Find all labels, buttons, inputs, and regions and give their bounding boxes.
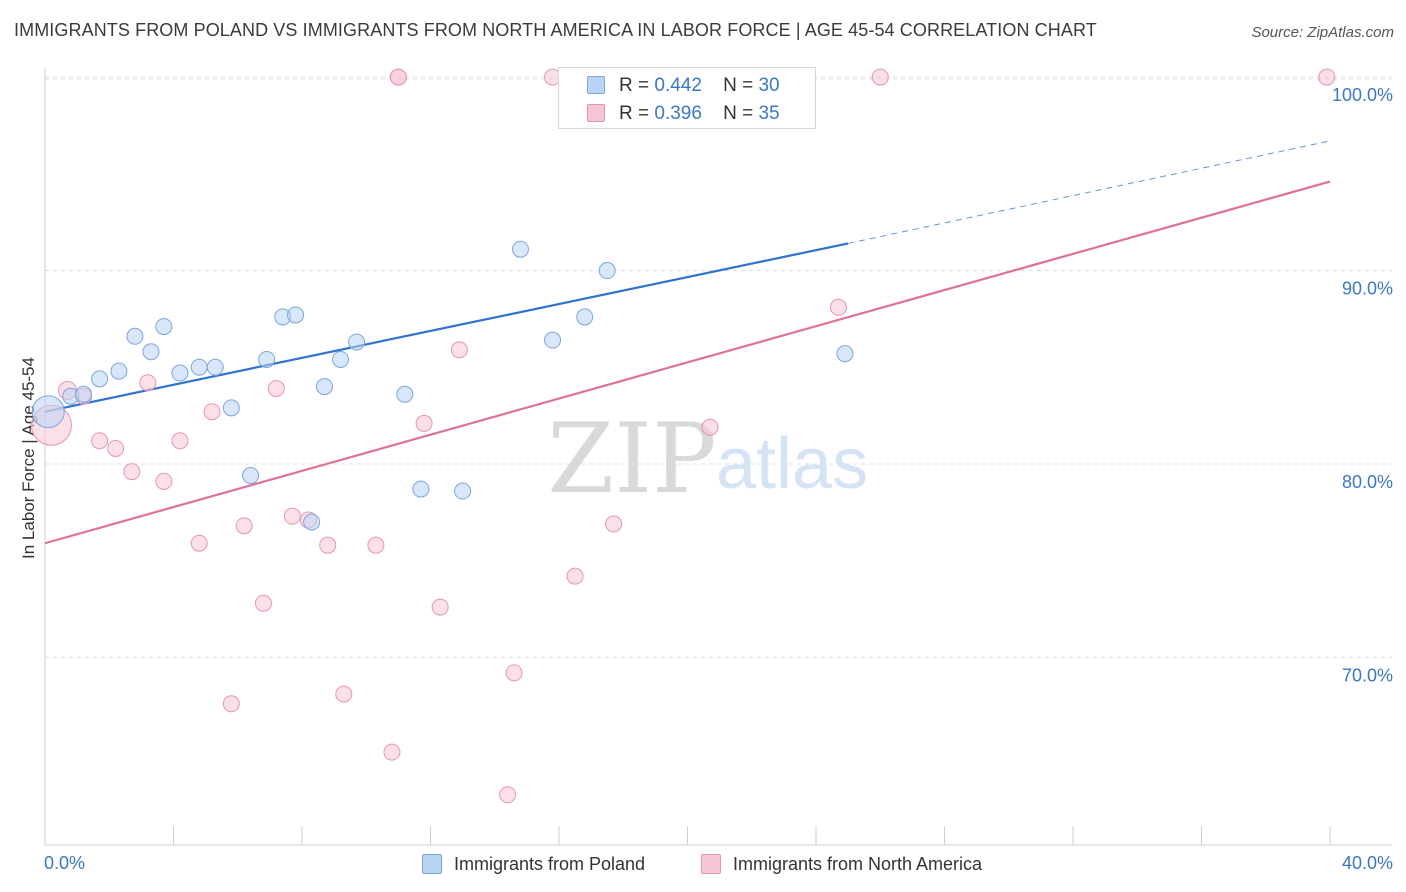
point-poland (126, 327, 144, 345)
source-credit: Source: ZipAtlas.com (1251, 24, 1394, 41)
point-north-america (155, 472, 173, 490)
point-poland (287, 306, 305, 324)
point-north-america (367, 536, 385, 554)
poland-stats: R = 0.442 N = 30 (619, 73, 780, 99)
data-points (30, 68, 1336, 804)
legend-swatch-north-america (701, 854, 721, 874)
axes (44, 68, 1392, 846)
point-poland (511, 240, 529, 258)
point-poland (576, 308, 594, 326)
point-north-america (190, 534, 208, 552)
correlation-legend: R = 0.442 N = 30 R = 0.396 N = 35 (558, 67, 816, 129)
trend-lines (44, 140, 1331, 545)
chart-title: IMMIGRANTS FROM POLAND VS IMMIGRANTS FRO… (14, 20, 1097, 40)
point-north-america (254, 594, 272, 612)
point-poland (396, 385, 414, 403)
north-america-swatch (587, 104, 605, 122)
point-north-america (91, 432, 109, 450)
point-poland (171, 364, 189, 382)
point-north-america (499, 786, 517, 804)
point-north-america (566, 567, 584, 585)
point-north-america (235, 517, 253, 535)
point-poland (836, 345, 854, 363)
point-north-america (171, 432, 189, 450)
point-north-america (415, 414, 433, 432)
point-north-america (123, 463, 141, 481)
point-north-america (605, 515, 623, 533)
point-north-america (431, 598, 449, 616)
watermark-zip: ZIP (547, 403, 716, 515)
poland-r-value: 0.442 (654, 75, 702, 96)
point-north-america (319, 536, 337, 554)
point-poland (142, 343, 160, 361)
point-poland (315, 378, 333, 396)
point-north-america (107, 439, 125, 457)
point-poland (91, 370, 109, 388)
point-poland (75, 385, 93, 403)
point-poland (258, 350, 276, 368)
y-tick-label: 90.0% (1342, 279, 1393, 299)
point-north-america (450, 341, 468, 359)
point-poland (303, 513, 321, 531)
point-north-america (505, 664, 523, 682)
point-poland (190, 358, 208, 376)
tick-labels: 70.0% 80.0% 90.0% 100.0% 0.0% 40.0% (44, 85, 1393, 873)
point-poland (412, 480, 430, 498)
na-n-label: N = (723, 103, 754, 124)
legend-item-north-america: Immigrants from North America (701, 852, 982, 876)
legend-item-poland: Immigrants from Poland (422, 852, 645, 876)
legend-label-north-america: Immigrants from North America (733, 853, 983, 874)
trend-line-poland (44, 242, 849, 413)
na-n-value: 35 (758, 103, 780, 124)
point-poland (242, 467, 260, 485)
y-tick-label: 70.0% (1342, 665, 1393, 685)
point-north-america (283, 507, 301, 525)
na-r-label: R = (619, 103, 650, 124)
x-tick-label-max: 40.0% (1342, 853, 1393, 873)
point-north-america (139, 374, 157, 392)
point-poland (206, 358, 224, 376)
legend-label-poland: Immigrants from Poland (454, 853, 646, 874)
point-north-america (829, 298, 847, 316)
y-tick-label: 100.0% (1332, 85, 1393, 105)
point-poland (544, 331, 562, 349)
point-north-america (267, 380, 285, 398)
watermark: ZIP atlas (547, 403, 868, 515)
point-north-america (222, 695, 240, 713)
trend-line-poland-extension (848, 140, 1331, 244)
poland-swatch (587, 76, 605, 94)
point-north-america (383, 743, 401, 761)
point-north-america (389, 68, 407, 86)
point-poland (222, 399, 240, 417)
point-north-america (701, 418, 719, 436)
point-north-america (203, 403, 221, 421)
x-tick-label-min: 0.0% (44, 853, 85, 873)
legend-swatch-poland (422, 854, 442, 874)
trend-line-north-america (44, 180, 1331, 545)
poland-n-value: 30 (758, 75, 780, 96)
gridlines (45, 76, 1392, 658)
point-poland (31, 395, 65, 429)
point-poland (332, 350, 350, 368)
point-north-america (1318, 68, 1336, 86)
point-poland (454, 482, 472, 500)
y-tick-label: 80.0% (1342, 472, 1393, 492)
point-poland (598, 262, 616, 280)
point-poland (155, 318, 173, 336)
watermark-atlas: atlas (716, 424, 868, 504)
poland-n-label: N = (723, 75, 754, 96)
point-poland (348, 333, 366, 351)
point-north-america (871, 68, 889, 86)
poland-r-label: R = (619, 75, 650, 96)
point-poland (110, 362, 128, 380)
na-r-value: 0.396 (654, 103, 702, 124)
point-north-america (335, 685, 353, 703)
north-america-stats: R = 0.396 N = 35 (619, 101, 780, 127)
